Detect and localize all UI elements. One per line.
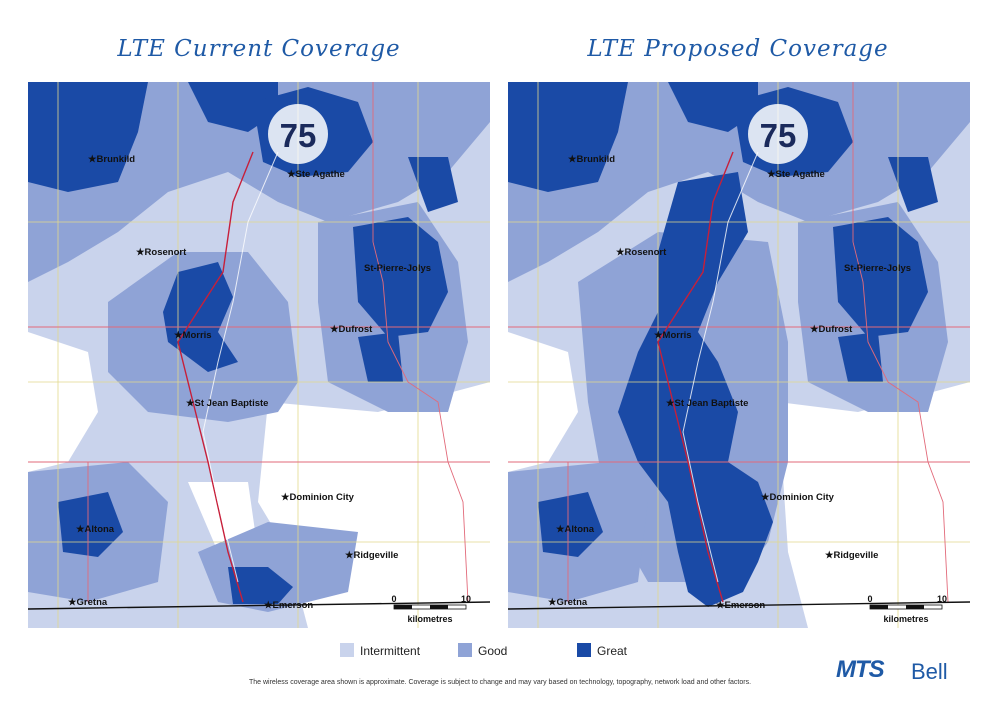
highway-75-label: 75: [760, 117, 797, 154]
svg-text:10: 10: [937, 594, 947, 604]
town-altona: ★Altona: [556, 524, 595, 535]
town-emerson: ★Emerson: [716, 600, 765, 611]
town-st-pierre-jolys: St-Pierre-Jolys: [844, 263, 911, 274]
map-title-proposed: LTE Proposed Coverage: [587, 36, 889, 62]
town-dufrost: ★Dufrost: [810, 324, 853, 335]
town-ste-agathe: ★Ste Agathe: [767, 169, 825, 180]
legend-swatch-intermittent: [340, 643, 354, 657]
town-brunkild: ★Brunkild: [88, 154, 135, 165]
town-gretna: ★Gretna: [548, 597, 588, 608]
coverage-disclaimer: The wireless coverage area shown is appr…: [248, 679, 752, 686]
map-current-coverage[interactable]: 75 ★Brunkild ★Ste Agathe ★Rosenort St-Pi…: [28, 82, 490, 628]
town-gretna: ★Gretna: [68, 597, 108, 608]
svg-text:10: 10: [461, 594, 471, 604]
town-morris: ★Morris: [174, 330, 212, 341]
mts-logo: MTS: [836, 656, 885, 683]
town-ridgeville: ★Ridgeville: [825, 550, 878, 561]
town-ridgeville: ★Ridgeville: [345, 550, 398, 561]
town-ste-agathe: ★Ste Agathe: [287, 169, 345, 180]
coverage-legend: Intermittent Good Great: [340, 643, 680, 663]
scale-bar-proposed: 0 10 kilometres: [867, 594, 947, 624]
town-altona: ★Altona: [76, 524, 115, 535]
town-markers-current: ★Brunkild ★Ste Agathe ★Rosenort St-Pierr…: [68, 154, 431, 611]
svg-text:0: 0: [391, 594, 396, 604]
highway-75-label: 75: [280, 117, 317, 154]
town-st-jean-baptiste: ★St Jean Baptiste: [666, 398, 748, 409]
town-dominion-city: ★Dominion City: [281, 492, 355, 503]
svg-text:kilometres: kilometres: [407, 614, 452, 624]
svg-text:0: 0: [867, 594, 872, 604]
town-rosenort: ★Rosenort: [616, 247, 667, 258]
town-st-jean-baptiste: ★St Jean Baptiste: [186, 398, 268, 409]
map-proposed-coverage[interactable]: 75 ★Brunkild ★Ste Agathe ★Rosenort St-Pi…: [508, 82, 970, 628]
town-dominion-city: ★Dominion City: [761, 492, 835, 503]
town-morris: ★Morris: [654, 330, 692, 341]
svg-text:kilometres: kilometres: [883, 614, 928, 624]
town-brunkild: ★Brunkild: [568, 154, 615, 165]
town-markers-proposed: ★Brunkild ★Ste Agathe ★Rosenort St-Pierr…: [548, 154, 911, 611]
town-dufrost: ★Dufrost: [330, 324, 373, 335]
legend-label-good: Good: [478, 644, 508, 658]
town-st-pierre-jolys: St-Pierre-Jolys: [364, 263, 431, 274]
legend-swatch-good: [458, 643, 472, 657]
bell-logo: Bell: [911, 659, 948, 684]
scale-bar-current: 0 10 kilometres: [391, 594, 471, 624]
town-rosenort: ★Rosenort: [136, 247, 187, 258]
legend-label-intermittent: Intermittent: [360, 644, 421, 658]
legend-label-great: Great: [597, 644, 628, 658]
town-emerson: ★Emerson: [264, 600, 313, 611]
map-title-current: LTE Current Coverage: [117, 36, 401, 62]
legend-swatch-great: [577, 643, 591, 657]
